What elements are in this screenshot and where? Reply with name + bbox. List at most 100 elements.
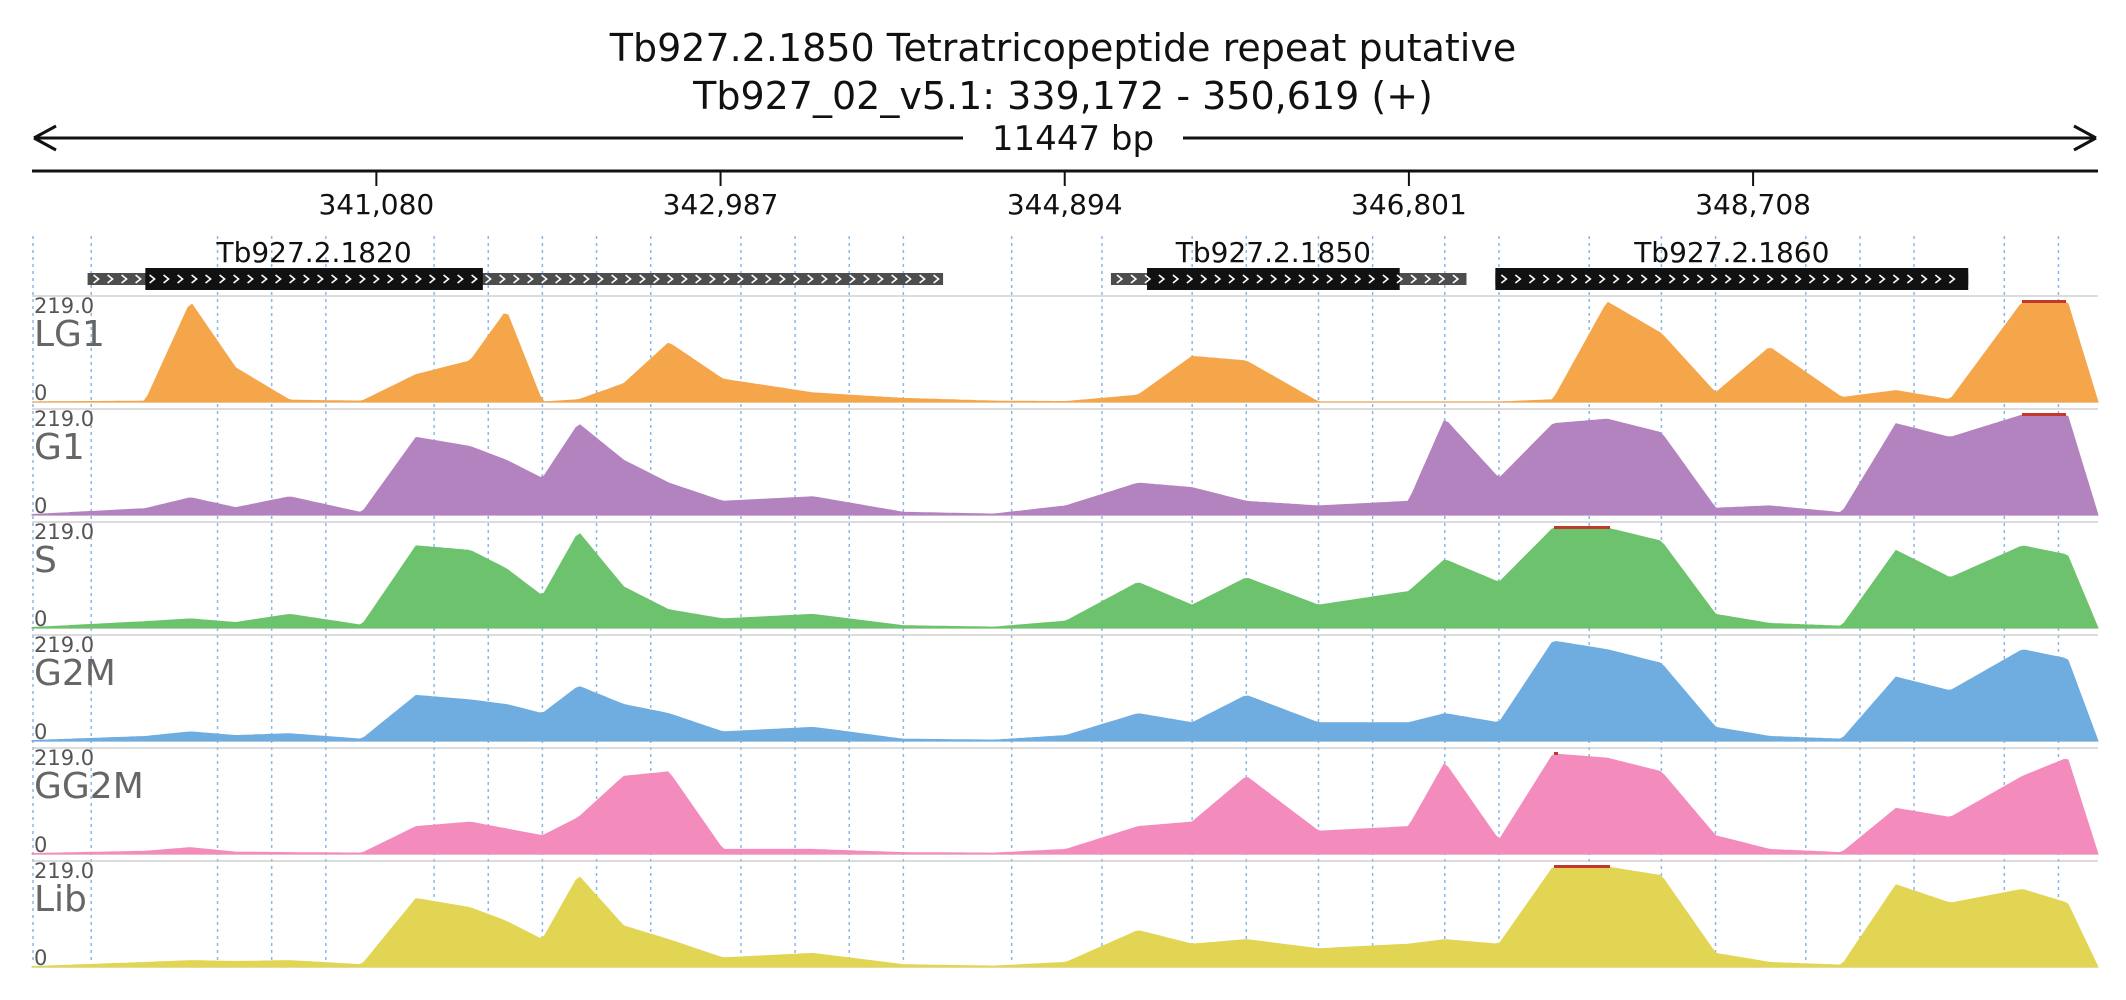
- strand-chevron: [849, 274, 856, 284]
- strand-chevron: [317, 274, 324, 284]
- strand-chevron: [1500, 274, 1508, 284]
- saturation-marker: [1598, 526, 1602, 529]
- strand-chevron: [1612, 274, 1620, 284]
- saturation-marker: [1570, 526, 1574, 529]
- saturation-marker: [1582, 865, 1586, 868]
- strand-chevron: [1340, 274, 1348, 284]
- strand-chevron: [1214, 274, 1222, 284]
- strand-chevron: [1626, 274, 1634, 284]
- saturation-marker: [2050, 413, 2054, 416]
- strand-chevron: [555, 274, 562, 284]
- strand-chevron: [1752, 274, 1760, 284]
- strand-chevron: [1892, 274, 1900, 284]
- strand-chevron: [751, 274, 758, 284]
- saturation-marker: [1554, 526, 1558, 529]
- strand-chevron: [1682, 274, 1690, 284]
- strand-chevron: [905, 274, 912, 284]
- strand-chevron: [793, 274, 800, 284]
- saturation-marker: [1586, 865, 1590, 868]
- span-arrow-left-head: [33, 124, 57, 152]
- saturation-marker: [1558, 865, 1562, 868]
- strand-chevron: [625, 274, 632, 284]
- strand-chevron: [1270, 274, 1278, 284]
- strand-chevron: [877, 274, 884, 284]
- coverage-area-g1: [31, 414, 2099, 516]
- chart-subtitle-location: Tb927_02_v5.1: 339,172 - 350,619 (+): [693, 74, 1433, 118]
- saturation-marker: [1570, 865, 1574, 868]
- strand-chevron: [289, 274, 296, 284]
- saturation-marker: [2046, 413, 2050, 416]
- strand-chevron: [737, 274, 744, 284]
- y-max-label: 219.0: [34, 746, 94, 770]
- strand-chevron: [933, 274, 940, 284]
- saturation-marker: [1566, 865, 1570, 868]
- strand-chevron: [1452, 274, 1460, 284]
- saturation-marker: [1602, 865, 1606, 868]
- strand-chevron: [1130, 274, 1138, 284]
- strand-chevron: [499, 274, 506, 284]
- strand-chevron: [1116, 274, 1124, 284]
- strand-chevron: [261, 274, 268, 284]
- strand-chevron: [1312, 274, 1320, 284]
- x-tick-label: 348,708: [1695, 188, 1811, 221]
- span-length-label: 11447 bp: [963, 119, 1183, 159]
- strand-chevron: [331, 274, 338, 284]
- y-max-label: 219.0: [34, 859, 94, 883]
- strand-chevron: [1696, 274, 1704, 284]
- x-tick-label: 344,894: [1007, 188, 1123, 221]
- strand-chevron: [891, 274, 898, 284]
- saturation-marker: [2030, 300, 2034, 303]
- strand-chevron: [163, 274, 170, 284]
- strand-chevron: [723, 274, 730, 284]
- strand-chevron: [1528, 274, 1536, 284]
- strand-chevron: [1298, 274, 1306, 284]
- saturation-marker: [1554, 752, 1558, 755]
- strand-chevron: [1228, 274, 1236, 284]
- strand-chevron: [1766, 274, 1774, 284]
- strand-chevron: [1424, 274, 1432, 284]
- strand-chevron: [471, 274, 478, 284]
- saturation-marker: [2058, 413, 2062, 416]
- strand-chevron: [807, 274, 814, 284]
- strand-chevron: [121, 274, 128, 284]
- strand-chevron: [205, 274, 212, 284]
- strand-chevron: [1668, 274, 1676, 284]
- gene-cds-bar: [145, 268, 483, 290]
- strand-chevron: [611, 274, 618, 284]
- strand-chevron: [1438, 274, 1446, 284]
- track-g1: 219.0G1 0: [31, 407, 2099, 518]
- saturation-marker: [1574, 526, 1578, 529]
- gene-label: Tb927.2.1850: [1175, 236, 1371, 269]
- saturation-marker: [1606, 865, 1610, 868]
- coverage-area-s: [31, 527, 2099, 629]
- strand-chevron: [93, 274, 100, 284]
- strand-chevron: [1396, 274, 1404, 284]
- y-max-label: 219.0: [34, 520, 94, 544]
- track-label: LG1: [34, 314, 105, 355]
- strand-chevron: [1598, 274, 1606, 284]
- y-max-label: 219.0: [34, 633, 94, 657]
- strand-chevron: [653, 274, 660, 284]
- gene-cds-bar: [1147, 268, 1400, 290]
- strand-chevron: [919, 274, 926, 284]
- strand-chevron: [597, 274, 604, 284]
- strand-chevron: [1514, 274, 1522, 284]
- saturation-marker: [1582, 526, 1586, 529]
- span-arrow-right-head: [2073, 124, 2097, 152]
- strand-chevron: [1794, 274, 1802, 284]
- strand-chevron: [1920, 274, 1928, 284]
- strand-chevron: [1864, 274, 1872, 284]
- strand-chevron: [359, 274, 366, 284]
- strand-chevron: [821, 274, 828, 284]
- saturation-marker: [1594, 865, 1598, 868]
- saturation-marker: [2026, 413, 2030, 416]
- saturation-marker: [1602, 526, 1606, 529]
- strand-chevron: [1570, 274, 1578, 284]
- y-min-label: 0: [34, 833, 47, 857]
- strand-chevron: [527, 274, 534, 284]
- strand-chevron: [1654, 274, 1662, 284]
- track-label: Lib: [34, 879, 87, 920]
